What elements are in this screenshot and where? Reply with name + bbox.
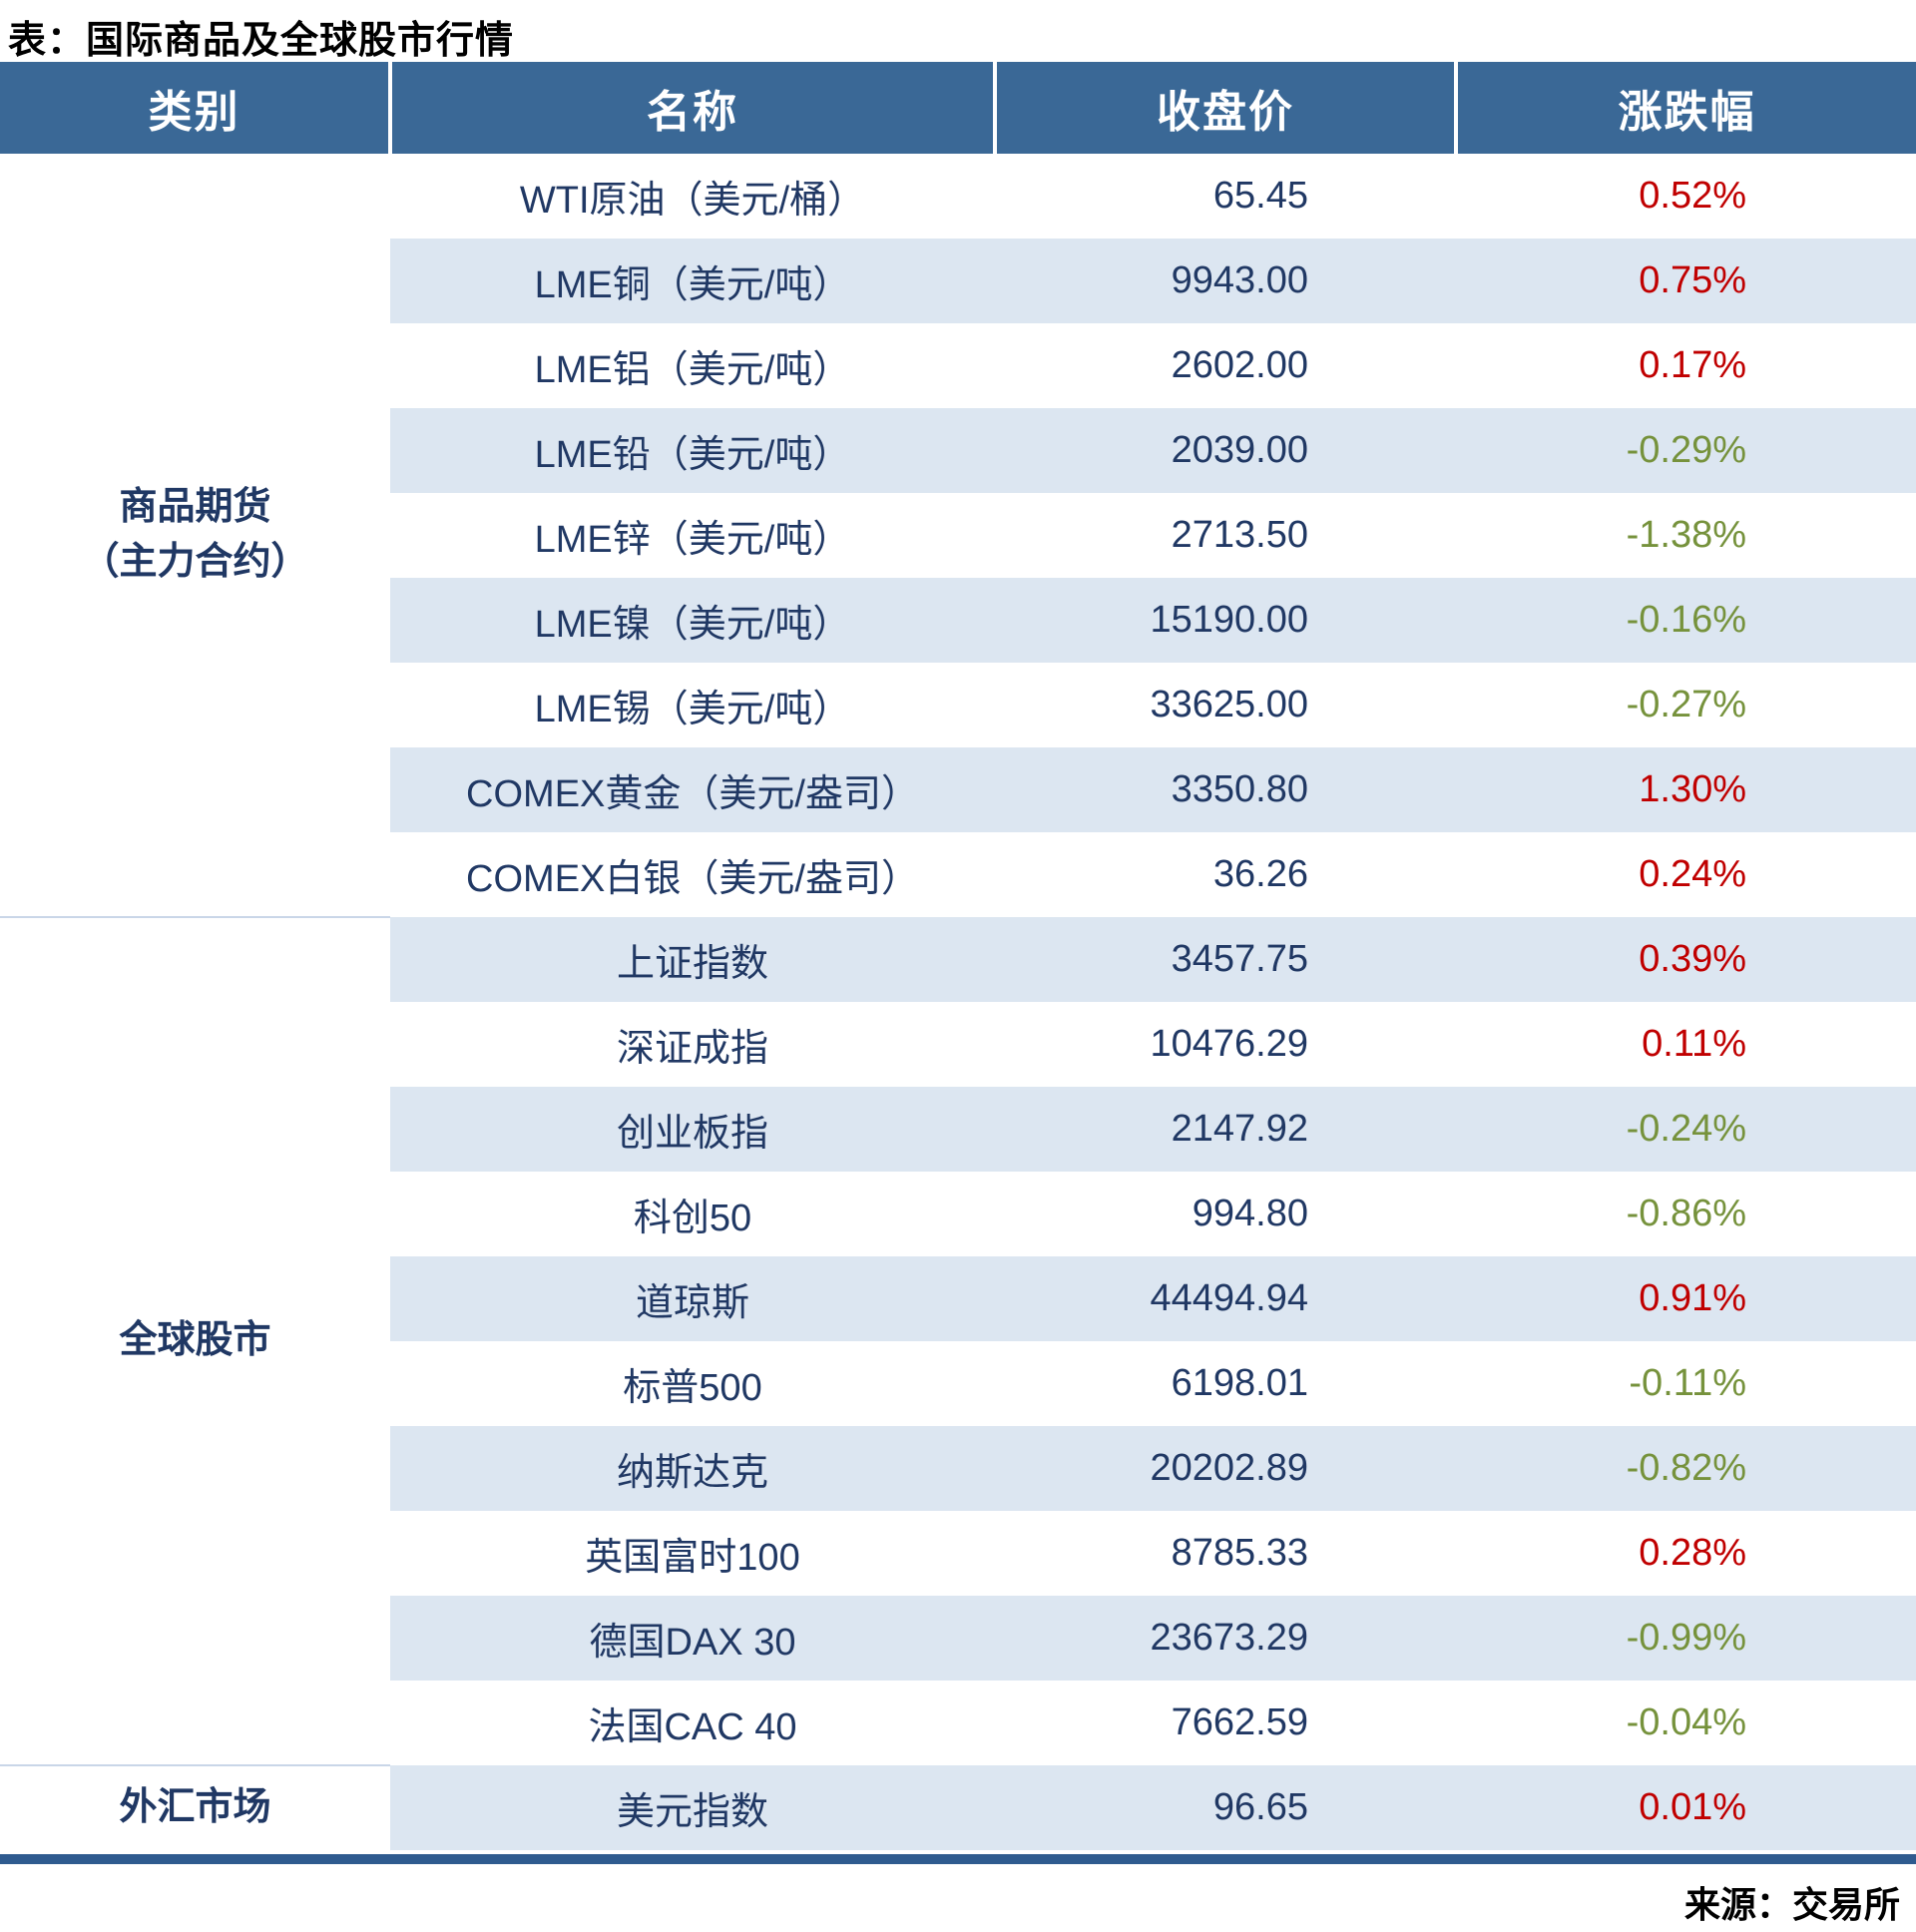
close-price-cell: 20202.89 bbox=[995, 1426, 1456, 1511]
name-cell: LME镍（美元/吨） bbox=[390, 578, 995, 663]
close-price-cell: 96.65 bbox=[995, 1765, 1456, 1850]
change-cell: 0.75% bbox=[1456, 239, 1916, 323]
name-cell: COMEX黄金（美元/盎司） bbox=[390, 747, 995, 832]
change-cell: -0.86% bbox=[1626, 1193, 1746, 1234]
table-row: LME镍（美元/吨） 15190.00 -0.16% bbox=[0, 578, 1916, 663]
table-row: 法国CAC 40 7662.59 -0.04% bbox=[0, 1681, 1916, 1765]
close-price-cell: 994.80 bbox=[1192, 1193, 1308, 1234]
name-cell: 美元指数 bbox=[390, 1765, 995, 1850]
name-cell: 上证指数 bbox=[390, 917, 995, 1002]
source-note: 来源：交易所 bbox=[1683, 1884, 1900, 1925]
table-row: 标普500 6198.01 -0.11% bbox=[0, 1341, 1916, 1426]
close-price-cell: 2039.00 bbox=[995, 408, 1456, 493]
close-price-cell: 15190.00 bbox=[995, 578, 1456, 663]
change-cell: -0.29% bbox=[1456, 408, 1916, 493]
market-table: 类别 名称 收盘价 涨跌幅 商品期货 （主力合约） WTI原油（美元/桶） 65.45… bbox=[0, 62, 1916, 1850]
name-cell: LME铅（美元/吨） bbox=[390, 408, 995, 493]
bottom-rule bbox=[0, 1854, 1916, 1864]
change-cell: -0.11% bbox=[1629, 1362, 1746, 1404]
table-row: LME铜（美元/吨） 9943.00 0.75% bbox=[0, 239, 1916, 323]
name-cell: COMEX白银（美元/盎司） bbox=[466, 858, 919, 900]
name-cell: 深证成指 bbox=[616, 1028, 768, 1070]
close-price-cell: 44494.94 bbox=[995, 1256, 1456, 1341]
change-cell: -0.27% bbox=[1626, 684, 1746, 725]
category-cell: 商品期货 （主力合约） bbox=[0, 154, 390, 917]
change-cell: 0.17% bbox=[1639, 344, 1746, 386]
close-price-cell: 3350.80 bbox=[995, 747, 1456, 832]
change-cell: 0.11% bbox=[1642, 1023, 1746, 1065]
name-cell: LME锡（美元/吨） bbox=[534, 689, 851, 730]
table-row: 德国DAX 30 23673.29 -0.99% bbox=[0, 1596, 1916, 1681]
change-cell: 0.52% bbox=[1639, 175, 1746, 217]
close-price-cell: 2602.00 bbox=[1171, 344, 1308, 386]
table-row: 科创50 994.80 -0.86% bbox=[0, 1172, 1916, 1256]
table-row: 纳斯达克 20202.89 -0.82% bbox=[0, 1426, 1916, 1511]
close-price-cell: 23673.29 bbox=[995, 1596, 1456, 1681]
change-cell: -0.04% bbox=[1626, 1701, 1746, 1743]
table-row: 商品期货 （主力合约） WTI原油（美元/桶） 65.45 0.52% bbox=[0, 154, 1916, 917]
name-cell: 英国富时100 bbox=[585, 1537, 800, 1579]
header-name: 名称 bbox=[388, 62, 995, 154]
name-cell: 标普500 bbox=[623, 1367, 762, 1409]
change-cell: 0.01% bbox=[1456, 1765, 1916, 1850]
name-cell: LME锌（美元/吨） bbox=[534, 519, 851, 561]
close-price-cell: 36.26 bbox=[1212, 853, 1308, 895]
table-row: 英国富时100 8785.33 0.28% bbox=[0, 1511, 1916, 1596]
name-cell: 法国CAC 40 bbox=[588, 1706, 797, 1748]
table-row: 全球股市 上证指数 3457.75 0.39% bbox=[0, 916, 1916, 1765]
market-table-body: 商品期货 （主力合约） WTI原油（美元/桶） 65.45 0.52% LME铜（美元/吨… bbox=[0, 154, 1916, 1850]
table-row: LME铅（美元/吨） 2039.00 -0.29% bbox=[0, 408, 1916, 493]
close-price-cell: 33625.00 bbox=[1150, 684, 1309, 725]
change-cell: 0.24% bbox=[1639, 853, 1746, 895]
table-title: 表：国际商品及全球股市行情 bbox=[8, 19, 515, 62]
table-row: COMEX黄金（美元/盎司） 3350.80 1.30% bbox=[0, 747, 1916, 832]
category-cell: 全球股市 bbox=[0, 916, 390, 1765]
table-row: 道琼斯 44494.94 0.91% bbox=[0, 1256, 1916, 1341]
change-cell: -1.38% bbox=[1626, 514, 1746, 556]
category-cell: 外汇市场 bbox=[0, 1764, 390, 1850]
table-row: LME锡（美元/吨） 33625.00 -0.27% bbox=[0, 663, 1916, 747]
change-cell: -0.99% bbox=[1456, 1596, 1916, 1681]
name-cell: 纳斯达克 bbox=[390, 1426, 995, 1511]
change-cell: 0.28% bbox=[1639, 1532, 1746, 1574]
close-price-cell: 3457.75 bbox=[995, 917, 1456, 1002]
change-cell: -0.24% bbox=[1456, 1087, 1916, 1172]
header-row: 类别 名称 收盘价 涨跌幅 bbox=[0, 62, 1916, 154]
change-cell: 1.30% bbox=[1456, 747, 1916, 832]
name-cell: 科创50 bbox=[633, 1198, 752, 1239]
change-cell: 0.39% bbox=[1456, 917, 1916, 1002]
close-price-cell: 6198.01 bbox=[1171, 1362, 1308, 1404]
table-row: 深证成指 10476.29 0.11% bbox=[0, 1002, 1916, 1087]
close-price-cell: 8785.33 bbox=[1171, 1532, 1308, 1574]
table-row: LME锌（美元/吨） 2713.50 -1.38% bbox=[0, 493, 1916, 578]
header-change: 涨跌幅 bbox=[1454, 62, 1916, 154]
name-cell: 德国DAX 30 bbox=[390, 1596, 995, 1681]
name-cell: 道琼斯 bbox=[390, 1256, 995, 1341]
table-row: LME铝（美元/吨） 2602.00 0.17% bbox=[0, 323, 1916, 408]
table-row: 创业板指 2147.92 -0.24% bbox=[0, 1087, 1916, 1172]
close-price-cell: 10476.29 bbox=[1150, 1023, 1309, 1065]
table-row: COMEX白银（美元/盎司） 36.26 0.24% bbox=[0, 832, 1916, 917]
name-cell: LME铝（美元/吨） bbox=[534, 349, 851, 391]
change-cell: -0.82% bbox=[1456, 1426, 1916, 1511]
name-cell: LME铜（美元/吨） bbox=[390, 239, 995, 323]
name-cell: 创业板指 bbox=[390, 1087, 995, 1172]
close-price-cell: 2713.50 bbox=[1171, 514, 1308, 556]
close-price-cell: 9943.00 bbox=[995, 239, 1456, 323]
close-price-cell: 7662.59 bbox=[1171, 1701, 1308, 1743]
close-price-cell: 2147.92 bbox=[995, 1087, 1456, 1172]
header-close-price: 收盘价 bbox=[993, 62, 1456, 154]
close-price-cell: 65.45 bbox=[1212, 175, 1308, 217]
name-cell: WTI原油（美元/桶） bbox=[519, 180, 866, 222]
table-row: 外汇市场 美元指数 96.65 0.01% bbox=[0, 1764, 1916, 1850]
change-cell: -0.16% bbox=[1456, 578, 1916, 663]
header-category: 类别 bbox=[0, 62, 390, 154]
change-cell: 0.91% bbox=[1456, 1256, 1916, 1341]
